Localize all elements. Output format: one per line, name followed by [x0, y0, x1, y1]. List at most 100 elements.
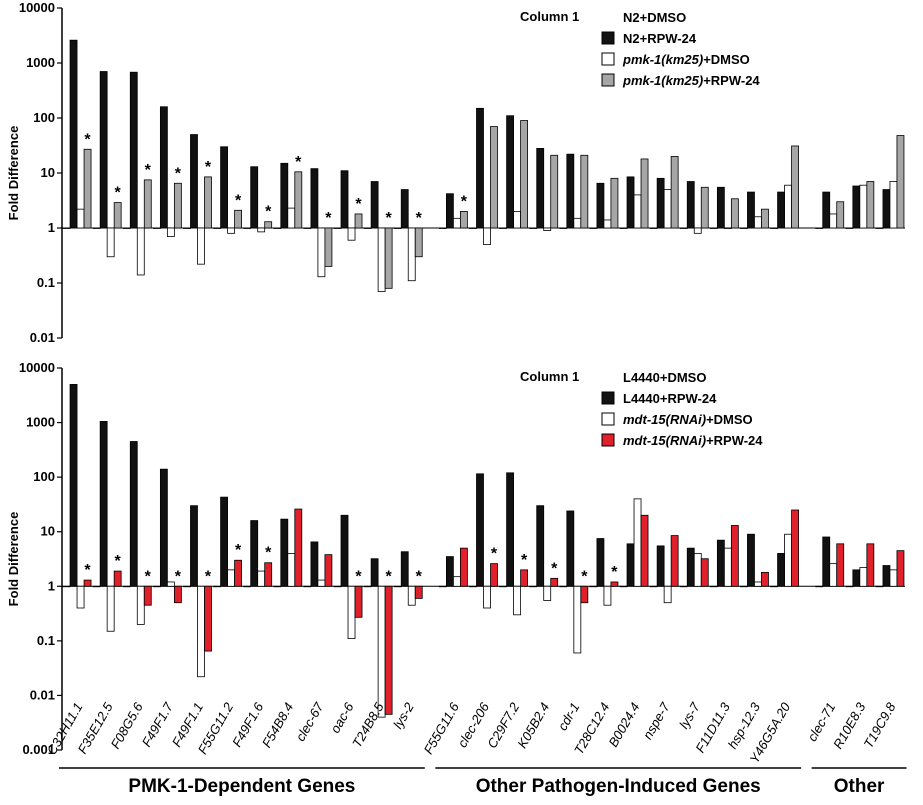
- bar: [513, 211, 522, 229]
- bar: [407, 585, 416, 606]
- bar: [723, 547, 732, 587]
- bar: [573, 585, 582, 654]
- bar: [173, 182, 182, 229]
- y-axis-label: Fold Difference: [6, 126, 21, 221]
- bar: [414, 585, 423, 599]
- bar: [747, 191, 755, 229]
- bar: [483, 585, 491, 609]
- x-tick-label: nspe-7: [640, 699, 673, 742]
- bar: [589, 227, 598, 229]
- bar: [882, 565, 891, 587]
- bar: [143, 585, 152, 606]
- legend-label: mdt-15(RNAi)+DMSO: [623, 412, 753, 427]
- bar: [559, 585, 568, 588]
- bar: [476, 473, 484, 587]
- bar: [152, 227, 161, 229]
- legend-label: pmk-1(km25)+RPW-24: [622, 73, 760, 88]
- bar: [303, 227, 312, 229]
- bar: [852, 185, 861, 229]
- legend-swatch: [601, 391, 615, 405]
- bar: [250, 166, 259, 229]
- bar: [740, 585, 748, 588]
- bar: [445, 556, 454, 587]
- bar: [700, 186, 709, 229]
- x-tick-label: F55G11.6: [421, 699, 463, 756]
- y-tick-label: 0.01: [30, 330, 55, 345]
- bar: [76, 585, 85, 609]
- legend-swatch: [601, 52, 615, 66]
- bar: [536, 148, 545, 229]
- legend-label: mdt-15(RNAi)+RPW-24: [623, 433, 763, 448]
- bar: [243, 585, 252, 588]
- bar: [280, 162, 289, 229]
- bar: [400, 551, 409, 587]
- bar: [506, 472, 515, 587]
- bar: [324, 227, 333, 267]
- bar: [113, 570, 122, 587]
- bar: [106, 227, 115, 258]
- bar: [250, 520, 259, 587]
- bar: [280, 518, 289, 587]
- y-axis-label: Fold Difference: [6, 512, 21, 607]
- bar: [761, 571, 769, 587]
- bar: [536, 505, 545, 587]
- legend-swatch: [601, 433, 615, 447]
- bar: [610, 581, 619, 587]
- bar: [459, 211, 468, 229]
- x-tick-label: oac-6: [327, 699, 357, 735]
- bar: [340, 514, 349, 587]
- bar: [99, 421, 108, 587]
- bar: [550, 577, 559, 587]
- bar: [347, 585, 356, 639]
- significance-marker: *: [265, 545, 272, 562]
- bar: [99, 71, 108, 229]
- legend-label: L4440+RPW-24: [623, 391, 717, 406]
- bar: [633, 498, 642, 587]
- bar: [896, 135, 905, 229]
- bar: [393, 585, 402, 588]
- significance-marker: *: [581, 568, 588, 585]
- bar: [106, 585, 115, 632]
- significance-marker: *: [235, 192, 242, 209]
- significance-marker: *: [461, 193, 468, 210]
- bar: [220, 146, 228, 229]
- bar: [649, 585, 658, 588]
- bar: [716, 186, 725, 229]
- bar: [836, 201, 845, 229]
- legend-label: N2+DMSO: [623, 10, 686, 25]
- bar: [791, 145, 799, 229]
- significance-marker: *: [175, 568, 182, 585]
- bar: [740, 227, 748, 229]
- bar: [784, 184, 792, 229]
- bar: [287, 553, 296, 587]
- bar: [770, 585, 778, 588]
- bar: [303, 585, 312, 588]
- bar: [822, 191, 831, 229]
- bar: [791, 509, 799, 587]
- bar: [626, 543, 635, 587]
- bar: [310, 541, 319, 587]
- bar: [166, 227, 175, 237]
- bar: [370, 558, 379, 587]
- bar: [777, 553, 785, 587]
- bar: [506, 115, 515, 229]
- bar: [469, 227, 477, 229]
- bar: [640, 158, 649, 229]
- y-tick-label: 1000: [26, 415, 55, 430]
- bar: [679, 585, 688, 588]
- significance-marker: *: [115, 553, 122, 570]
- bar: [550, 154, 559, 229]
- significance-marker: *: [416, 568, 423, 585]
- significance-marker: *: [84, 562, 91, 579]
- bar: [490, 563, 498, 587]
- section-label: PMK-1-Dependent Genes: [128, 776, 355, 797]
- bar: [159, 106, 168, 229]
- legend-swatch: [601, 73, 615, 87]
- bar: [190, 134, 198, 229]
- bar: [166, 581, 175, 587]
- y-tick-label: 1000: [26, 55, 55, 70]
- significance-marker: *: [386, 210, 393, 227]
- bar: [866, 543, 875, 587]
- significance-marker: *: [175, 165, 182, 182]
